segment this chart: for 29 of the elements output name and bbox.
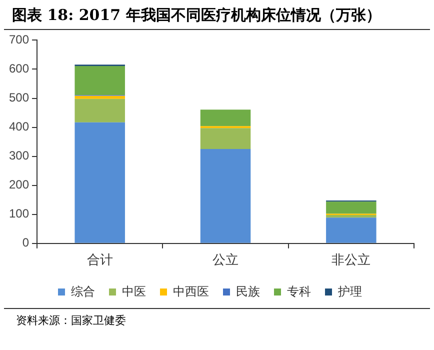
legend-label: 民族 — [236, 284, 260, 298]
legend-label: 中西医 — [173, 284, 209, 298]
legend-label: 综合 — [71, 284, 95, 298]
y-tick-label: 400 — [8, 120, 30, 134]
x-tick-label: 合计 — [86, 252, 113, 267]
chart-title: 图表 18: 2017 年我国不同医疗机构床位情况（万张） — [4, 0, 430, 30]
y-tick-label: 500 — [8, 90, 30, 105]
y-tick-label: 600 — [8, 62, 30, 76]
legend-label: 护理 — [337, 284, 362, 298]
legend-label: 专科 — [287, 284, 311, 298]
bar — [74, 98, 125, 122]
bar — [200, 128, 251, 150]
y-tick-label: 300 — [8, 148, 30, 163]
y-tick-label: 200 — [8, 178, 30, 192]
bar — [326, 218, 376, 243]
y-tick-label: 100 — [8, 206, 30, 221]
x-tick-label: 非公立 — [332, 252, 371, 267]
legend-label: 中医 — [122, 284, 146, 298]
y-tick-label: 700 — [8, 32, 30, 47]
bar — [326, 214, 376, 218]
bar — [74, 66, 125, 96]
x-tick-label: 公立 — [212, 252, 239, 267]
y-tick-label: 0 — [22, 236, 30, 250]
bar — [200, 149, 251, 243]
bar — [74, 122, 125, 243]
text: 资料来源：国家卫健委 — [4, 308, 430, 332]
bar — [74, 96, 125, 99]
bar — [326, 202, 376, 214]
bar — [200, 110, 251, 126]
